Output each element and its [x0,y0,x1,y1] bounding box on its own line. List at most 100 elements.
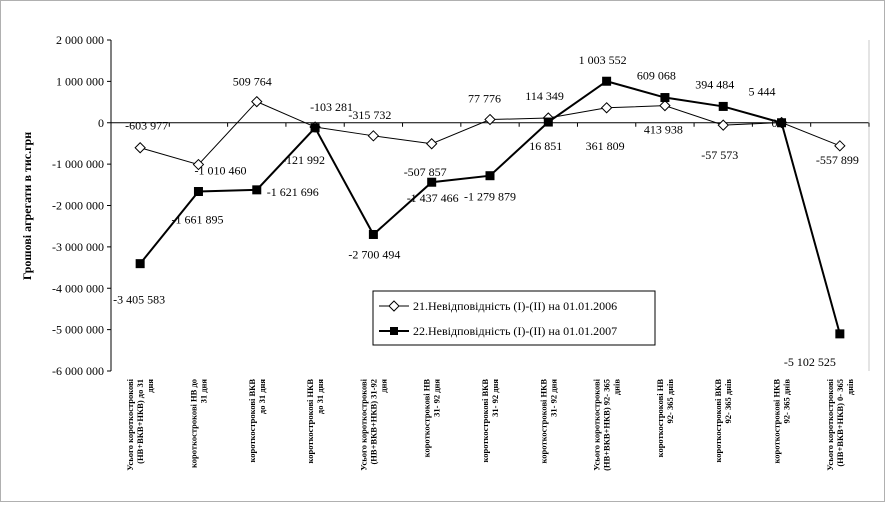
x-axis-category-labels: Усього короткострокові (НВ+ВКВ+НКВ) до 31… [125,378,855,471]
series-2007-data-label: -1 279 879 [464,190,516,204]
category-label-line: короткострокові НВ [655,379,665,458]
category-label-line: короткострокові НКВ [772,379,782,464]
series-2006-data-label: -57 573 [701,148,738,162]
category-label-line: Усього короткострокові [125,378,135,470]
series-2007-point [427,177,437,187]
series-2006-data-label: 77 776 [468,92,501,106]
series-2007-point [368,229,378,239]
category-label: Усього короткострокові (НВ+ВКВ+НКВ) 0- 36… [825,378,855,470]
series-2007-data-label: 1 003 552 [579,53,627,67]
series-2006-point [425,138,438,150]
category-label-line: до 31 дня [315,379,325,414]
series-2007-data-label: 394 484 [695,77,734,91]
y-tick-label: -1 000 000 [52,157,104,171]
category-label: короткострокові НВ 92- 365 днів [655,379,675,458]
category-label-line: короткострокові НКВ [305,379,315,464]
series-2007-point [543,117,553,127]
series-2006-point [192,158,205,171]
legend-entry-2007: 22.Невідповідність (І)-(ІІ) на 01.01.200… [379,324,617,338]
category-label-line: 31- 92 дня [548,379,558,417]
y-tick-label: -3 000 000 [52,240,104,254]
data-labels: -603 977 -1 010 460 509 764 -103 281-315 73… [113,53,859,369]
legend-label-2007: 22.Невідповідність (І)-(ІІ) на 01.01.200… [413,324,617,338]
category-label-line: (НВ+ВКВ+НКВ) 92- 365 [602,379,612,471]
category-label: короткострокові ВКВ 31- 92 дня [480,379,500,463]
series-2007-data-label: -1 621 696 [267,185,319,199]
y-tick-label: -6 000 000 [52,364,104,378]
series-2006-point [717,119,729,131]
category-label-line: короткострокові ВКВ [713,379,723,463]
series-2007-data-label: -5 102 525 [784,355,836,369]
category-label-line: короткострокові НВ до [188,379,198,468]
category-label-line: до 31 дня [257,379,267,414]
series-2007-point [602,76,612,86]
category-label-line: Усього короткострокові [592,378,602,470]
series-2006-point [134,142,146,154]
category-label: короткострокові НВ до 31 дня [188,379,208,468]
category-label-line: днів [845,379,855,396]
series-2006-point [834,140,846,152]
series-2007-data-label: -1 661 895 [171,213,223,227]
category-label-line: днів [612,379,622,396]
series-2007-data-label: 0 [772,116,778,130]
category-label-line: (НВ+ВКВ+НКВ) 0- 365 [835,379,845,467]
category-label-line: 31- 92 дня [490,379,500,417]
series-2006-data-label: -507 857 [404,165,447,179]
series-2006-data-label: 413 938 [644,123,683,137]
category-label-line: Усього короткострокові [358,378,368,470]
category-label: короткострокові НВ 31- 92 дня [422,379,442,458]
series-2007-point [485,171,495,181]
category-label: короткострокові НКВ 92- 365 днів [772,379,792,464]
category-label: короткострокові НКВ 31- 92 дня [538,379,558,464]
series-2006-data-label: -315 732 [348,108,391,122]
series-2007-data-label: -2 700 494 [348,247,400,261]
series-2006-data-label: -1 010 460 [194,164,246,178]
series-2007-data-label: 16 851 [529,139,562,153]
category-label: короткострокові ВКВ 92- 365 днів [713,379,733,463]
category-label: Усього короткострокові (НВ+ВКВ+НКВ) 31-92… [358,378,388,470]
series-2006-point [484,113,496,126]
series-2006-data-label: 5 444 [749,85,776,99]
series-2006-data-label: -603 977 [125,119,168,133]
series-2006-data-label: 509 764 [233,75,272,89]
series-2006-data-label: 361 809 [586,139,625,153]
category-label-line: 92- 365 днів [665,379,675,424]
series-2007-point [135,259,145,269]
series-2007-point [718,101,728,111]
series-2007-point [835,329,845,339]
y-tick-label: 2 000 000 [56,33,104,47]
category-label-line: дня [145,379,155,393]
legend-entry-2006: 21.Невідповідність (І)-(ІІ) на 01.01.200… [379,299,617,313]
series-2007-point [777,118,787,128]
series-2007-point [252,185,262,195]
category-label-line: короткострокові ВКВ [247,379,257,463]
y-tick-label: -4 000 000 [52,281,104,295]
legend: 21.Невідповідність (І)-(ІІ) на 01.01.200… [372,290,656,346]
y-tick-label: -2 000 000 [52,199,104,213]
series-2007-point [193,187,203,197]
legend-box [372,290,656,346]
series-2006-data-label: -103 281 [310,100,353,114]
y-tick-label: -5 000 000 [52,323,104,337]
category-label: Усього короткострокові (НВ+ВКВ+НКВ) 92- 3… [592,378,622,471]
legend-square-marker [390,327,398,335]
series-lines [134,76,846,339]
legend-label-2006: 21.Невідповідність (І)-(ІІ) на 01.01.200… [413,299,617,313]
category-label-line: (НВ+ВКВ+НКВ) до 31 [135,379,145,464]
series-2007-data-label: -121 992 [282,153,325,167]
y-axis-tick-labels: 2 000 000 1 000 000 0 -1 000 000 -2 000 000 -… [52,33,104,378]
y-tick-label: 1 000 000 [56,74,104,88]
series-2006-point [251,95,263,108]
series-2007-data-label: 609 068 [637,69,676,83]
category-label-line: (НВ+ВКВ+НКВ) 31-92 [368,379,378,465]
legend-diamond-marker [388,300,400,312]
category-label-line: короткострокові НКВ [538,379,548,464]
series-2007-data-label: -1 437 466 [407,191,459,205]
category-label-line: 31- 92 дня [432,379,442,417]
category-label-line: 92- 365 днів [782,379,792,424]
series-2006-data-label: 114 349 [525,89,564,103]
category-label: Усього короткострокові (НВ+ВКВ+НКВ) до 31… [125,378,155,470]
series-2006-point [367,130,380,142]
series-2006-data-label: -557 899 [816,153,859,167]
